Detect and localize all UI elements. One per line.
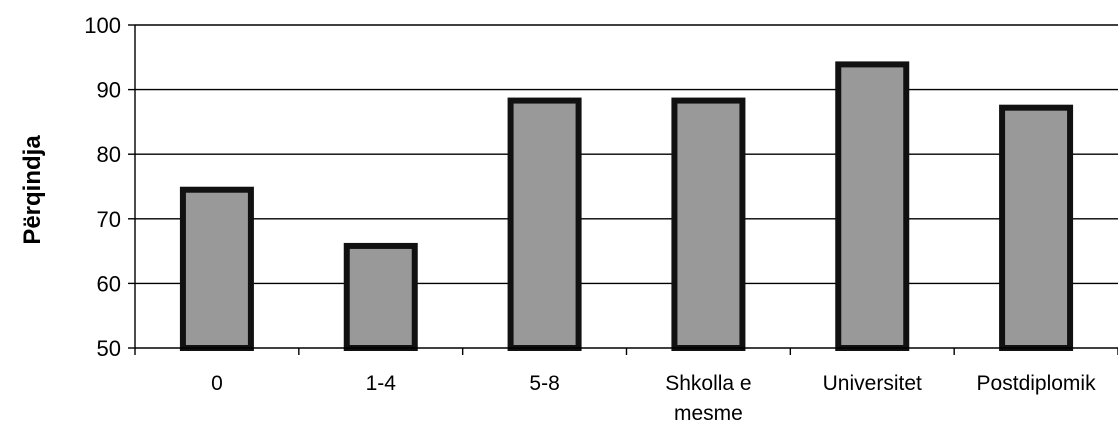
bars — [179, 61, 1074, 352]
y-tick-label: 90 — [97, 78, 121, 103]
y-axis-title: Përqindja — [19, 135, 46, 245]
x-category-label: 5-8 — [529, 372, 559, 395]
y-axis-ticks: 50 60 70 80 90 100 — [84, 13, 135, 361]
y-tick-label: 80 — [97, 142, 121, 167]
x-category-label: Universitet — [823, 372, 922, 395]
bar-2 — [507, 97, 582, 351]
bar-3 — [671, 97, 746, 351]
gridlines — [135, 24, 1118, 285]
x-axis-labels: 0 1-4 5-8 Shkolla e mesme Universitet Postdipl… — [211, 372, 1096, 425]
axes — [134, 25, 1118, 355]
x-category-label: 0 — [211, 372, 223, 395]
bar-1 — [343, 242, 418, 352]
bar-4 — [835, 61, 910, 351]
y-tick-label: 50 — [97, 336, 121, 361]
y-tick-label: 60 — [97, 271, 121, 296]
x-category-label: Postdiplomik — [977, 372, 1097, 395]
x-category-label: 1-4 — [366, 372, 397, 395]
bar-0 — [179, 186, 254, 351]
y-tick-label: 100 — [84, 13, 121, 38]
bar-5 — [999, 104, 1074, 351]
x-category-label: Shkolla e mesme — [665, 372, 751, 425]
y-tick-label: 70 — [97, 207, 121, 232]
